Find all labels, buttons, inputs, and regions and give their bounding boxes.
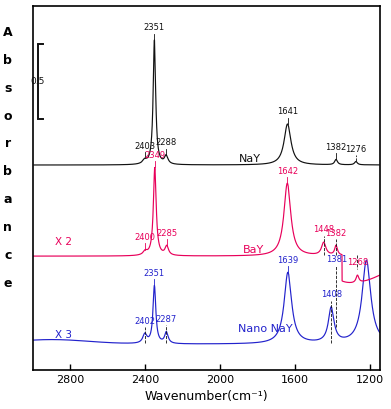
Text: 2351: 2351 xyxy=(144,269,165,278)
Text: r: r xyxy=(5,137,11,151)
Text: 2287: 2287 xyxy=(156,315,177,324)
Text: a: a xyxy=(4,193,12,206)
Text: 1382: 1382 xyxy=(325,143,347,152)
Text: 2288: 2288 xyxy=(156,138,177,147)
Text: 2400: 2400 xyxy=(135,233,156,242)
Text: 2285: 2285 xyxy=(156,229,178,238)
Text: b: b xyxy=(4,54,12,67)
X-axis label: Wavenumber(cm⁻¹): Wavenumber(cm⁻¹) xyxy=(144,391,268,403)
Text: n: n xyxy=(4,221,12,234)
Text: e: e xyxy=(4,276,12,290)
Text: 1382: 1382 xyxy=(325,229,347,238)
Text: NaY: NaY xyxy=(239,154,261,164)
Text: BaY: BaY xyxy=(243,245,265,255)
Text: 0.5: 0.5 xyxy=(30,77,45,86)
Text: 2351: 2351 xyxy=(144,23,165,32)
Text: 1408: 1408 xyxy=(321,290,342,299)
Text: s: s xyxy=(4,82,11,95)
Text: 1641: 1641 xyxy=(277,108,298,117)
Text: 1268: 1268 xyxy=(347,258,368,267)
Text: X 2: X 2 xyxy=(55,238,72,247)
Text: 1448: 1448 xyxy=(313,225,334,234)
Text: X 3: X 3 xyxy=(55,330,72,340)
Text: 1639: 1639 xyxy=(277,256,298,265)
Text: 2403: 2403 xyxy=(134,142,155,151)
Text: c: c xyxy=(4,249,11,262)
Text: b: b xyxy=(4,165,12,178)
Text: 1381: 1381 xyxy=(326,255,347,264)
Text: 1642: 1642 xyxy=(277,166,298,175)
Text: 1276: 1276 xyxy=(345,145,367,154)
Text: o: o xyxy=(4,110,12,123)
Text: Nano NaY: Nano NaY xyxy=(238,324,292,334)
Text: 2349: 2349 xyxy=(144,151,165,160)
Text: 2402: 2402 xyxy=(135,317,155,326)
Text: A: A xyxy=(3,26,13,39)
